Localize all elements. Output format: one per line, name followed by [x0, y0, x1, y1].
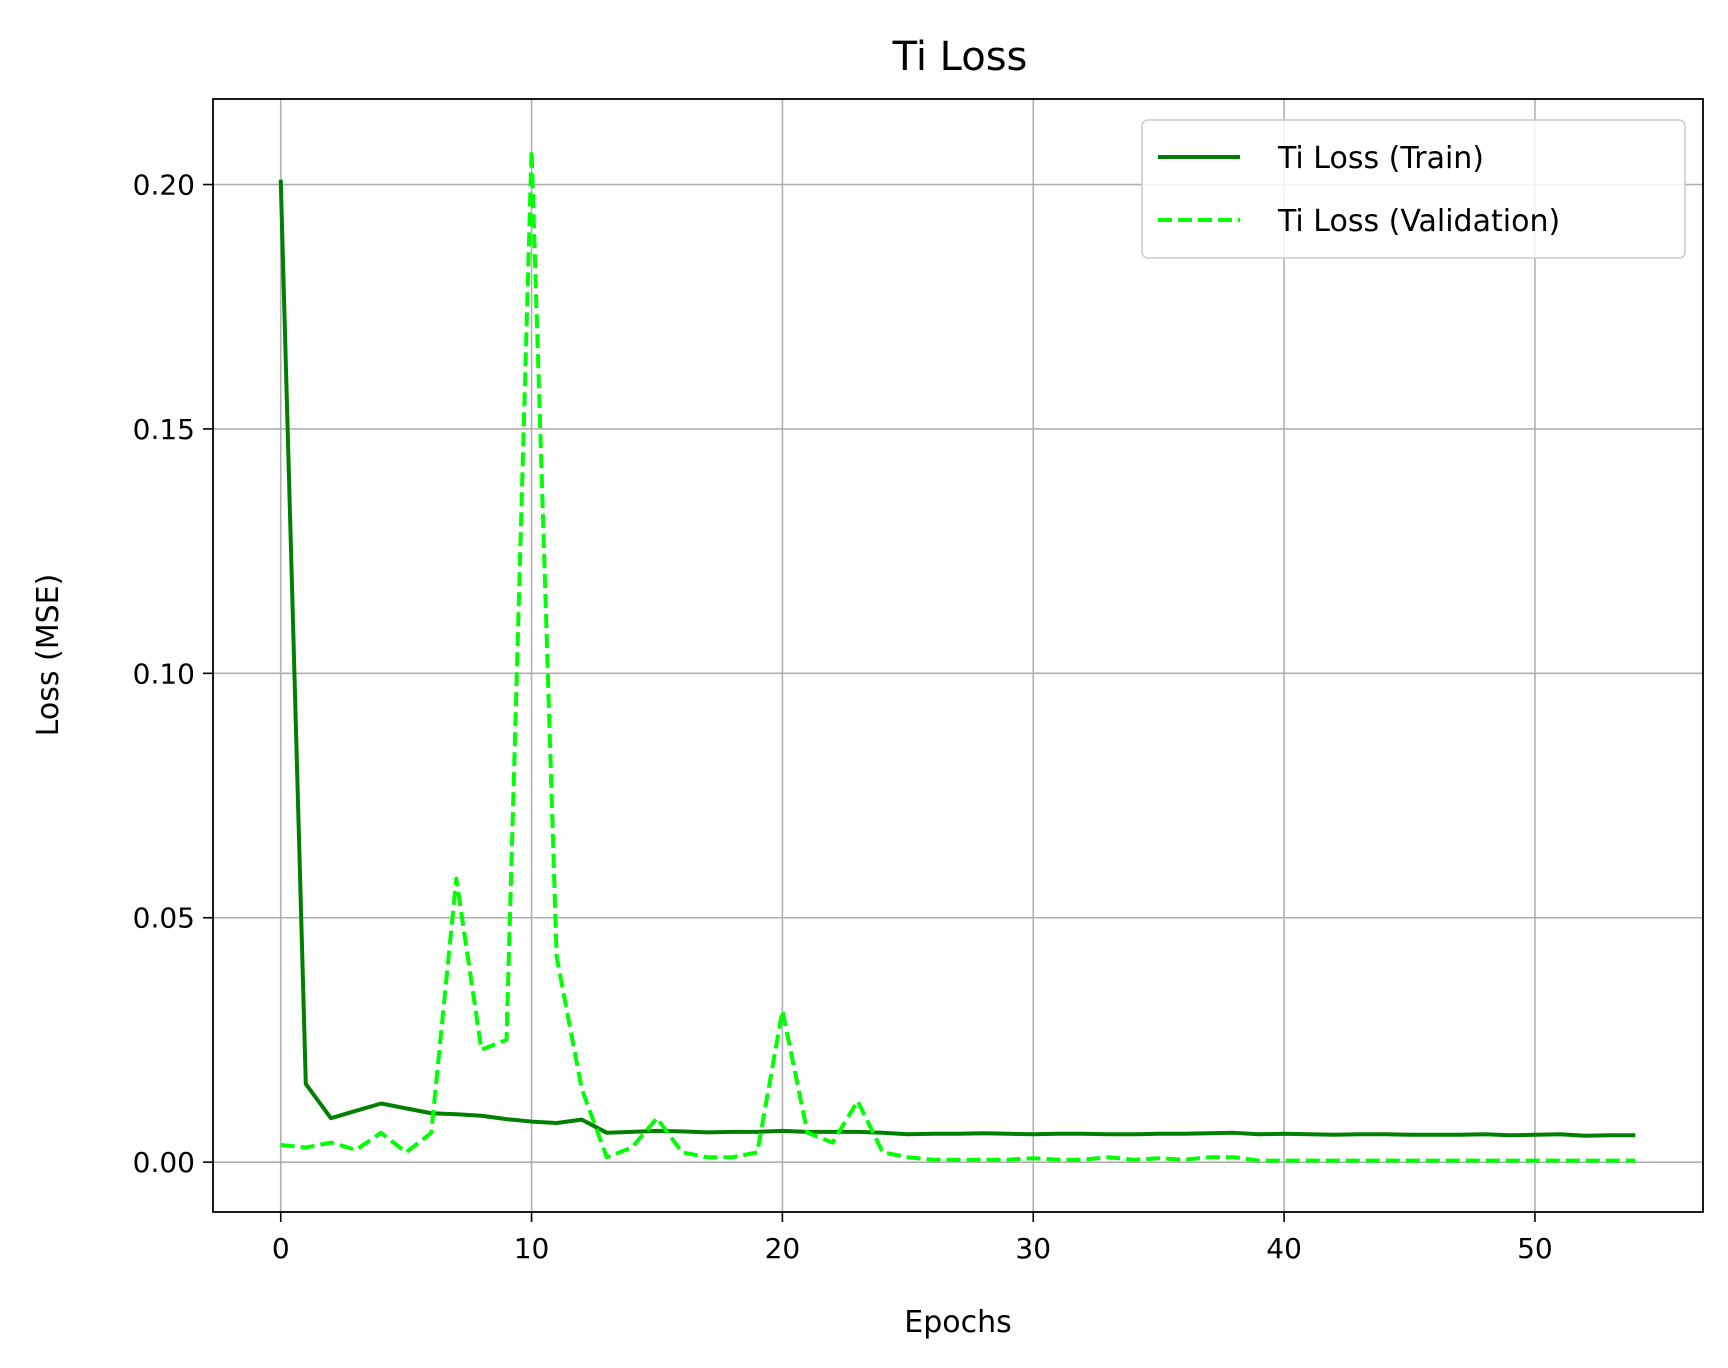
x-axis-ticks: 0 10 20 30 40 50	[272, 1212, 1553, 1265]
series-line-train	[278, 179, 1636, 1138]
x-tick-label-2: 20	[765, 1232, 801, 1265]
x-tick-label-4: 40	[1266, 1232, 1302, 1265]
x-axis-label: Epochs	[904, 1305, 1012, 1340]
x-tick-label-0: 0	[272, 1232, 290, 1265]
x-tick-label-5: 50	[1517, 1232, 1553, 1265]
y-axis-label: Loss (MSE)	[31, 574, 66, 737]
series-lines	[278, 148, 1636, 1163]
y-tick-label-2: 0.10	[133, 657, 195, 690]
y-tick-label-4: 0.20	[133, 169, 195, 202]
chart-title: Ti Loss	[892, 34, 1028, 80]
y-axis-ticks: 0.00 0.05 0.10 0.15 0.20	[133, 169, 213, 1179]
legend-label-train: Ti Loss (Train)	[1277, 141, 1484, 176]
y-tick-label-3: 0.15	[133, 413, 195, 446]
x-tick-label-1: 10	[514, 1232, 550, 1265]
plot-area-frame	[212, 98, 1704, 1213]
legend-label-validation: Ti Loss (Validation)	[1277, 204, 1560, 239]
legend-box	[1141, 119, 1686, 259]
x-tick-label-3: 30	[1015, 1232, 1051, 1265]
series-line-validation	[280, 148, 1636, 1163]
y-tick-label-1: 0.05	[133, 902, 195, 935]
legend: Ti Loss (Train) Ti Loss (Validation)	[1141, 119, 1686, 259]
y-tick-label-0: 0.00	[133, 1146, 195, 1179]
